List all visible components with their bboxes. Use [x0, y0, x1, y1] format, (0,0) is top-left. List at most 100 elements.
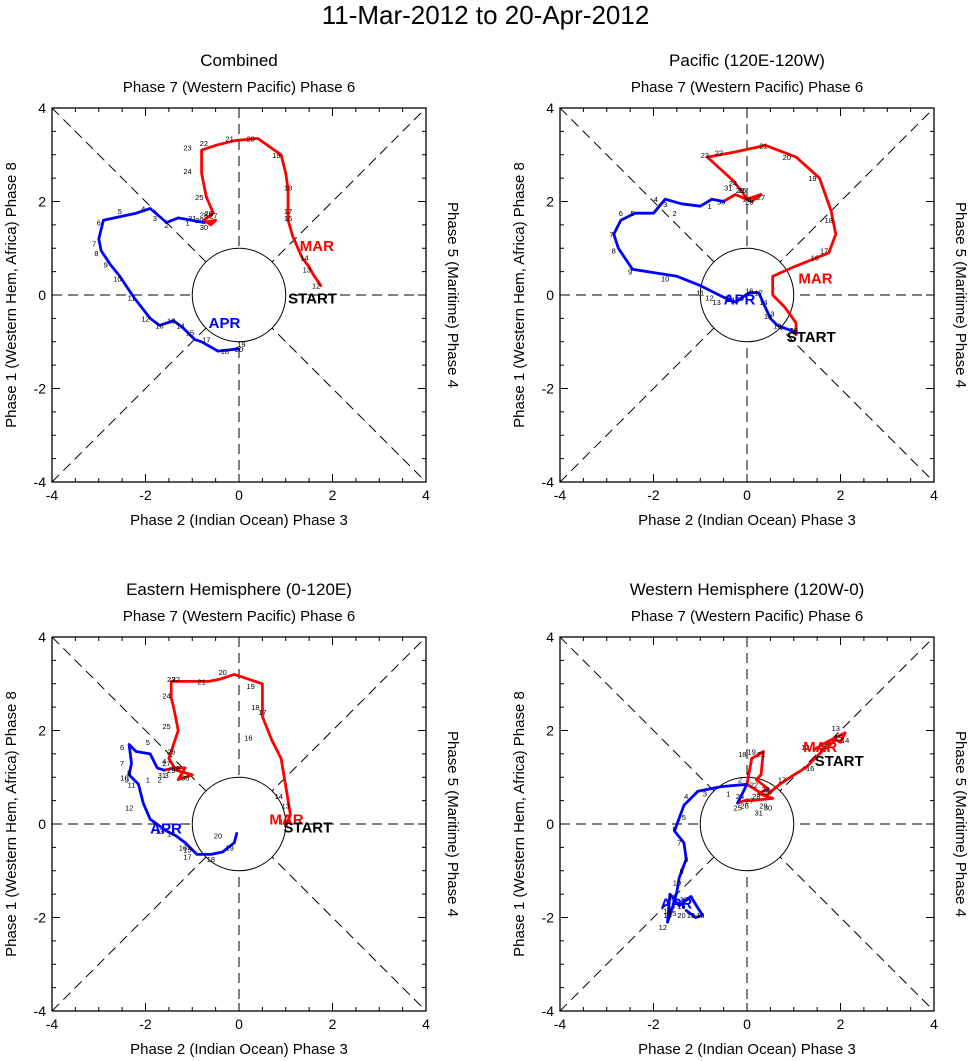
- day-label: 28: [200, 211, 208, 220]
- day-label: 7: [677, 839, 681, 848]
- day-label: 21: [197, 677, 205, 686]
- phase-label-left: Phase 1 (Western Hem, Africa) Phase 8: [3, 691, 20, 957]
- day-label: 23: [701, 151, 709, 160]
- day-label: 13: [766, 310, 774, 319]
- day-label: 19: [247, 682, 255, 691]
- day-label: 19: [225, 843, 233, 852]
- chart-panel-3: Eastern Hemisphere (0-120E) Phase 7 (West…: [3, 580, 461, 1058]
- day-label: 14: [724, 293, 732, 302]
- day-label: 12: [141, 314, 149, 323]
- day-label: 24: [183, 167, 191, 176]
- day-label: 31: [188, 214, 196, 223]
- day-label: 17: [284, 207, 292, 216]
- x-tick-label: 4: [422, 487, 430, 503]
- x-tick-label: 2: [329, 487, 337, 503]
- phase-label-left: Phase 1 (Western Hem, Africa) Phase 8: [511, 162, 528, 428]
- day-label: 3: [703, 790, 707, 799]
- day-label: 17: [183, 853, 191, 862]
- day-label: 15: [731, 296, 739, 305]
- month-label-apr: APR: [724, 292, 756, 309]
- day-label: 21: [757, 750, 765, 759]
- x-tick-label: -4: [46, 1016, 59, 1032]
- day-label: 2: [738, 776, 742, 785]
- day-label: 15: [186, 328, 194, 337]
- day-label: 22: [715, 148, 723, 157]
- day-label: 12: [279, 818, 287, 827]
- y-tick-label: -2: [542, 381, 555, 397]
- day-label: 8: [94, 249, 98, 258]
- phase-label-bottom: Phase 2 (Indian Ocean) Phase 3: [130, 512, 348, 529]
- month-label-apr: APR: [661, 895, 693, 912]
- day-label: 7: [120, 759, 124, 768]
- day-label: 29: [759, 801, 767, 810]
- y-tick-label: -4: [34, 474, 47, 490]
- day-label: 13: [663, 911, 671, 920]
- day-label: 15: [668, 909, 676, 918]
- day-label: 2: [157, 776, 161, 785]
- series-line-mar: [705, 143, 838, 337]
- y-tick-label: 0: [546, 816, 554, 832]
- day-label: 26: [743, 195, 751, 204]
- x-tick-label: 4: [422, 1016, 430, 1032]
- day-label: 7: [609, 230, 613, 239]
- day-label: 5: [118, 207, 122, 216]
- day-label: 30: [764, 804, 772, 813]
- day-label: 31: [158, 771, 166, 780]
- x-tick-label: 0: [743, 487, 751, 503]
- day-label: 2: [164, 221, 168, 230]
- day-label: 20: [247, 134, 255, 143]
- day-label: 12: [801, 743, 809, 752]
- day-label: 1: [185, 219, 189, 228]
- day-label: 26: [740, 801, 748, 810]
- chart-panel-2: Pacific (120E-120W) Phase 7 (Western Paci…: [511, 51, 969, 529]
- day-label: 20: [218, 668, 226, 677]
- day-label: 6: [120, 743, 124, 752]
- day-label: 6: [672, 825, 676, 834]
- day-label: 16: [745, 286, 753, 295]
- y-tick-label: 4: [546, 629, 554, 645]
- phase-label-right: Phase 5 (Maritime) Phase 4: [952, 731, 969, 917]
- x-tick-label: -4: [46, 487, 59, 503]
- day-label: 9: [125, 776, 129, 785]
- day-label: 19: [748, 748, 756, 757]
- day-label: 8: [684, 855, 688, 864]
- day-label: 21: [759, 141, 767, 150]
- day-label: 20: [790, 326, 798, 335]
- day-label: 30: [200, 223, 208, 232]
- day-label: 19: [237, 340, 245, 349]
- day-label: 13: [167, 317, 175, 326]
- day-label: 9: [628, 268, 632, 277]
- start-label: START: [815, 753, 864, 770]
- day-label: 18: [207, 855, 215, 864]
- day-label: 28: [752, 792, 760, 801]
- day-label: 18: [764, 312, 772, 321]
- day-label: 13: [832, 724, 840, 733]
- series-line-mar: [200, 136, 323, 288]
- y-tick-label: 4: [546, 100, 554, 116]
- day-label: 26: [167, 748, 175, 757]
- day-label: 17: [778, 776, 786, 785]
- day-label: 9: [104, 261, 108, 270]
- day-label: 18: [825, 216, 833, 225]
- day-label: 4: [141, 205, 145, 214]
- day-label: 24: [729, 179, 737, 188]
- day-label: 22: [172, 675, 180, 684]
- day-label: 14: [167, 829, 175, 838]
- phase-label-right: Phase 5 (Maritime) Phase 4: [444, 202, 461, 388]
- x-tick-label: 2: [837, 1016, 845, 1032]
- day-label: 27: [162, 759, 170, 768]
- phase-label-right: Phase 5 (Maritime) Phase 4: [444, 731, 461, 917]
- day-label: 16: [284, 214, 292, 223]
- y-tick-label: 2: [546, 723, 554, 739]
- page-title: 11-Mar-2012 to 20-Apr-2012: [321, 0, 650, 30]
- day-label: 31: [755, 808, 763, 817]
- day-label: 13: [303, 265, 311, 274]
- day-label: 16: [677, 902, 685, 911]
- day-label: 17: [755, 289, 763, 298]
- day-label: 23: [183, 144, 191, 153]
- day-label: 19: [687, 911, 695, 920]
- day-label: 21: [225, 134, 233, 143]
- day-label: 31: [724, 183, 732, 192]
- day-label: 8: [612, 247, 616, 256]
